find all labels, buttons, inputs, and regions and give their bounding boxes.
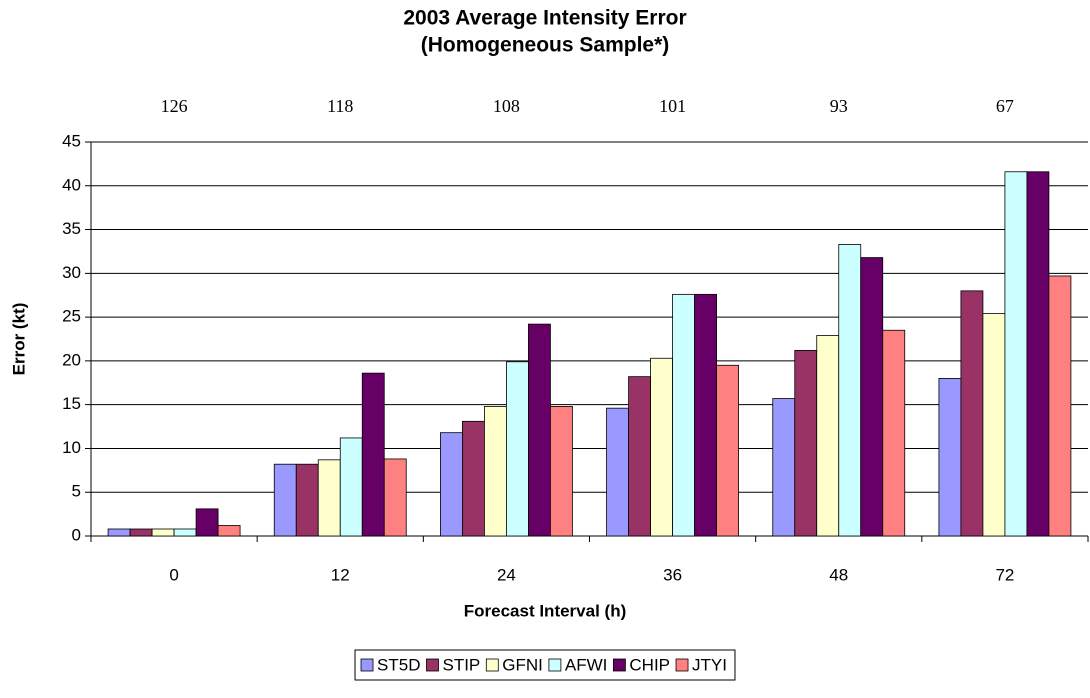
chart-title: 2003 Average Intensity Error <box>403 7 686 30</box>
bar <box>383 458 407 537</box>
y-tick-label: 35 <box>62 219 81 238</box>
bar <box>672 293 695 537</box>
x-tick-label: 72 <box>995 565 1014 584</box>
bar <box>650 357 673 537</box>
bar <box>838 244 862 537</box>
bar <box>462 420 485 537</box>
legend-label: STIP <box>442 655 480 674</box>
y-tick-label: 25 <box>62 307 81 326</box>
bar <box>628 376 651 537</box>
bar <box>794 349 818 537</box>
bar <box>982 313 1006 537</box>
legend-swatch <box>548 658 562 672</box>
x-tick-label: 36 <box>663 565 682 584</box>
bar <box>716 364 739 537</box>
x-tick-label: 12 <box>331 565 350 584</box>
bar <box>339 437 363 537</box>
sample-size-label: 101 <box>659 96 686 116</box>
y-tick-label: 45 <box>62 131 81 150</box>
legend-label: JTYI <box>692 655 727 674</box>
sample-size-label: 67 <box>996 96 1014 116</box>
bar <box>1026 171 1050 537</box>
x-axis-title: Forecast Interval (h) <box>464 601 627 620</box>
x-tick-label: 24 <box>497 565 516 584</box>
bar <box>361 372 385 537</box>
y-tick-label: 40 <box>62 175 81 194</box>
sample-size-label: 118 <box>327 96 353 116</box>
bar <box>772 398 796 537</box>
x-tick-label: 48 <box>829 565 848 584</box>
legend: ST5D STIP GFNI AFWI CHIP JTYI <box>354 649 736 681</box>
legend-label: ST5D <box>377 655 420 674</box>
legend-label: GFNI <box>502 655 543 674</box>
bar <box>506 361 529 537</box>
legend-swatch <box>485 658 499 672</box>
bar <box>484 406 507 537</box>
bar <box>107 528 131 537</box>
bar <box>882 329 906 537</box>
bar <box>1048 275 1072 537</box>
bar <box>694 293 717 537</box>
bar <box>938 377 962 537</box>
y-tick-label: 20 <box>62 350 81 369</box>
legend-swatch <box>360 658 374 672</box>
bar <box>860 257 884 537</box>
sample-size-label: 93 <box>830 96 848 116</box>
y-tick-label: 15 <box>62 394 81 413</box>
sample-size-label: 108 <box>493 96 520 116</box>
bar <box>816 335 840 537</box>
legend-label: CHIP <box>629 655 670 674</box>
bar <box>528 323 551 537</box>
sample-size-label: 126 <box>161 96 188 116</box>
bar <box>217 525 241 537</box>
bar <box>295 463 319 537</box>
bar <box>606 407 629 537</box>
bar <box>195 508 219 537</box>
y-tick-label: 5 <box>72 482 81 501</box>
bar <box>1004 171 1028 537</box>
y-tick-label: 10 <box>62 438 81 457</box>
bar <box>960 290 984 537</box>
legend-label: AFWI <box>565 655 608 674</box>
legend-box <box>354 649 736 681</box>
bar <box>151 528 175 537</box>
x-tick-label: 0 <box>169 565 178 584</box>
bar <box>173 528 197 537</box>
legend-swatch <box>426 658 439 672</box>
legend-swatch <box>612 658 626 672</box>
bar <box>129 528 153 537</box>
bar <box>440 432 463 537</box>
y-axis-title: Error (kt) <box>9 303 28 376</box>
bar <box>273 463 297 537</box>
bar <box>550 406 573 537</box>
bar <box>317 459 341 537</box>
chart-subtitle: (Homogeneous Sample*) <box>421 34 670 57</box>
legend-swatch <box>675 658 689 672</box>
y-tick-label: 30 <box>62 263 81 282</box>
y-tick-label: 0 <box>72 525 81 544</box>
